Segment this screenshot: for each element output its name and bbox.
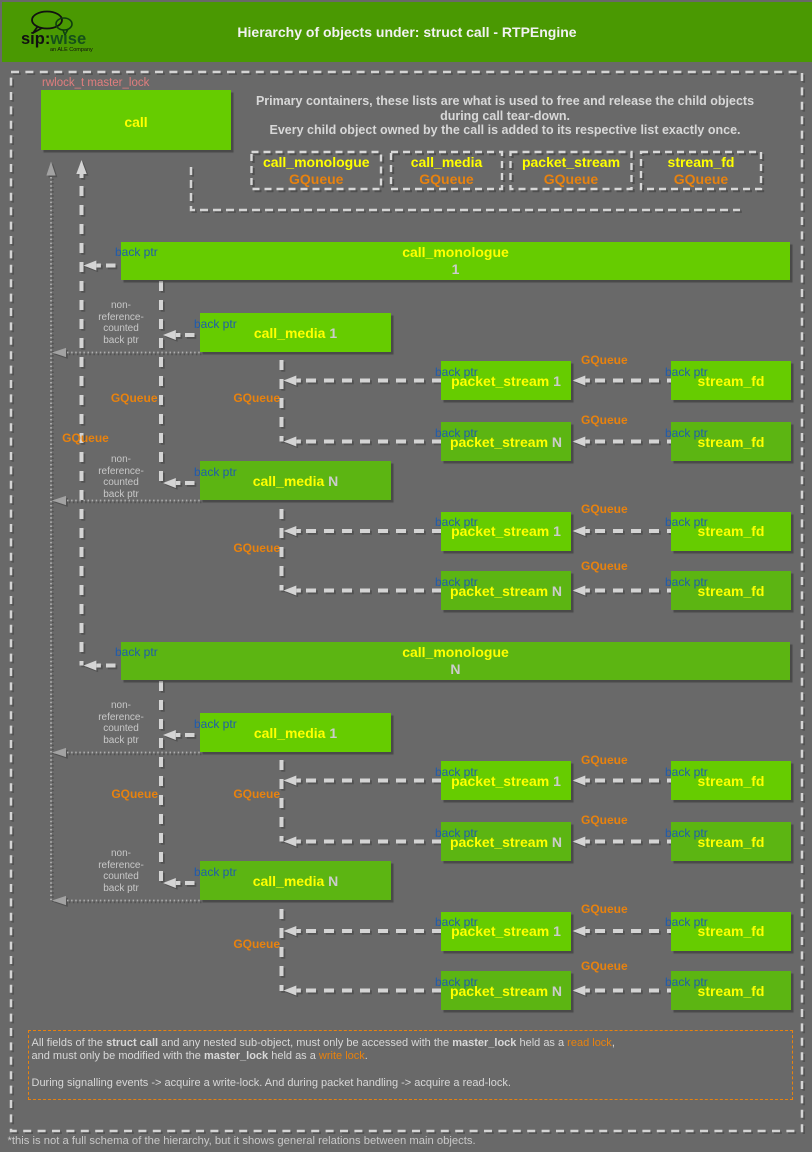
svg-text:an ALE Company: an ALE Company: [50, 47, 93, 53]
svg-text:sip:wise: sip:wise: [21, 30, 86, 48]
